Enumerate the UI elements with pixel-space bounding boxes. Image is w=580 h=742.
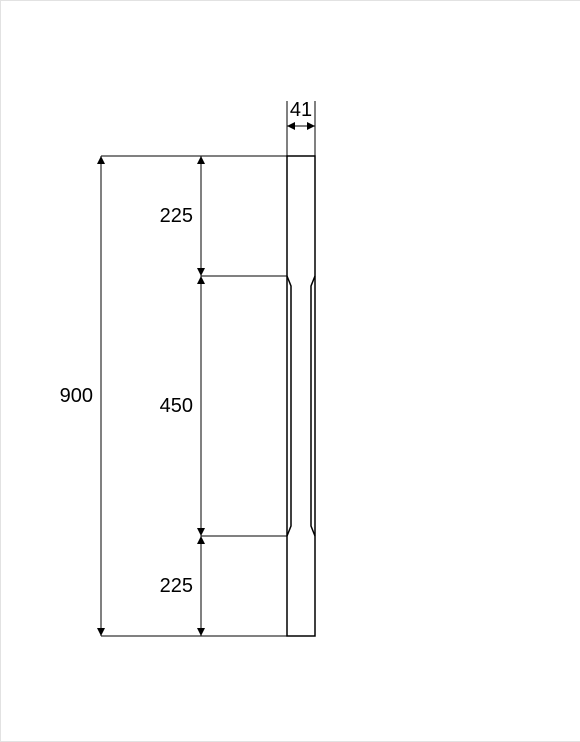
dim-upper-label: 225 — [160, 205, 193, 227]
dim-total-label: 900 — [60, 385, 93, 407]
dimension-labels: 41 900 225 450 225 — [60, 99, 313, 597]
part-outline — [287, 156, 315, 636]
drawing-canvas: 41 900 225 450 225 — [0, 0, 580, 742]
dim-lower-label: 225 — [160, 575, 193, 597]
dim-width-label: 41 — [290, 99, 312, 121]
dimensions-group — [101, 101, 315, 636]
technical-drawing: 41 900 225 450 225 — [1, 1, 580, 741]
dim-middle-label: 450 — [160, 395, 193, 417]
